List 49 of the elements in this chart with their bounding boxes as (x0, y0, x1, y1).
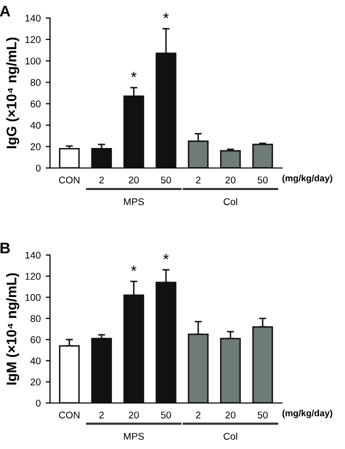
annotation: * (131, 72, 137, 78)
text: Col (224, 198, 238, 206)
x-axis-title: (mg/kg/day) (282, 410, 332, 418)
y-axis-title: IgM (×10⁴ ng/mL) (6, 273, 20, 385)
x-tick-label: 20 (226, 176, 236, 184)
x-tick-label: 20 (226, 412, 236, 418)
y-tick-label: 80 (30, 79, 41, 86)
y-tick-label: 0 (36, 164, 41, 172)
x-tick-label: 2 (99, 412, 104, 418)
y-tick-label: 80 (30, 315, 41, 322)
x-tick-label: 20 (128, 176, 139, 184)
y-tick-label: 120 (25, 272, 41, 280)
bar (252, 144, 274, 168)
annotation: * (131, 266, 137, 271)
y-tick-label: 100 (25, 58, 41, 64)
x-tick-label: 20 (128, 412, 139, 418)
x-tick-label: 50 (160, 176, 172, 184)
annotation: * (163, 254, 169, 260)
text: MPS (124, 198, 144, 206)
y-tick-label: 140 (25, 252, 41, 259)
y-tick-label: 60 (30, 336, 41, 344)
text: Col (224, 432, 238, 440)
x-tick-label: CON (59, 412, 80, 418)
x-tick-label: 50 (258, 412, 268, 418)
x-tick-label: 50 (160, 412, 172, 418)
x-tick-label: 50 (258, 176, 268, 184)
text: MPS (124, 432, 144, 440)
y-tick-label: 40 (30, 122, 41, 129)
x-tick-label: 2 (99, 176, 104, 184)
bar (58, 148, 80, 168)
y-tick-label: 60 (30, 100, 41, 108)
x-tick-label: 2 (196, 412, 200, 418)
y-tick-label: 20 (30, 143, 41, 150)
x-tick-label: 2 (196, 176, 200, 184)
bar (91, 338, 112, 403)
y-tick-label: 140 (25, 14, 41, 22)
y-tick-label: 120 (25, 36, 41, 44)
x-axis-title: (mg/kg/day) (282, 174, 332, 184)
y-tick-label: 40 (30, 357, 41, 364)
x-tick-label: CON (59, 176, 80, 184)
y-tick-label: 100 (25, 294, 41, 301)
chart-title: B (0, 242, 10, 254)
y-axis-title: IgG (×10⁴ ng/mL) (6, 38, 20, 148)
y-tick-label: 20 (30, 378, 41, 386)
chart-title: A (0, 6, 10, 16)
y-tick-label: 0 (36, 400, 41, 407)
annotation: * (163, 12, 169, 18)
bar (91, 148, 112, 168)
bar (220, 150, 241, 168)
